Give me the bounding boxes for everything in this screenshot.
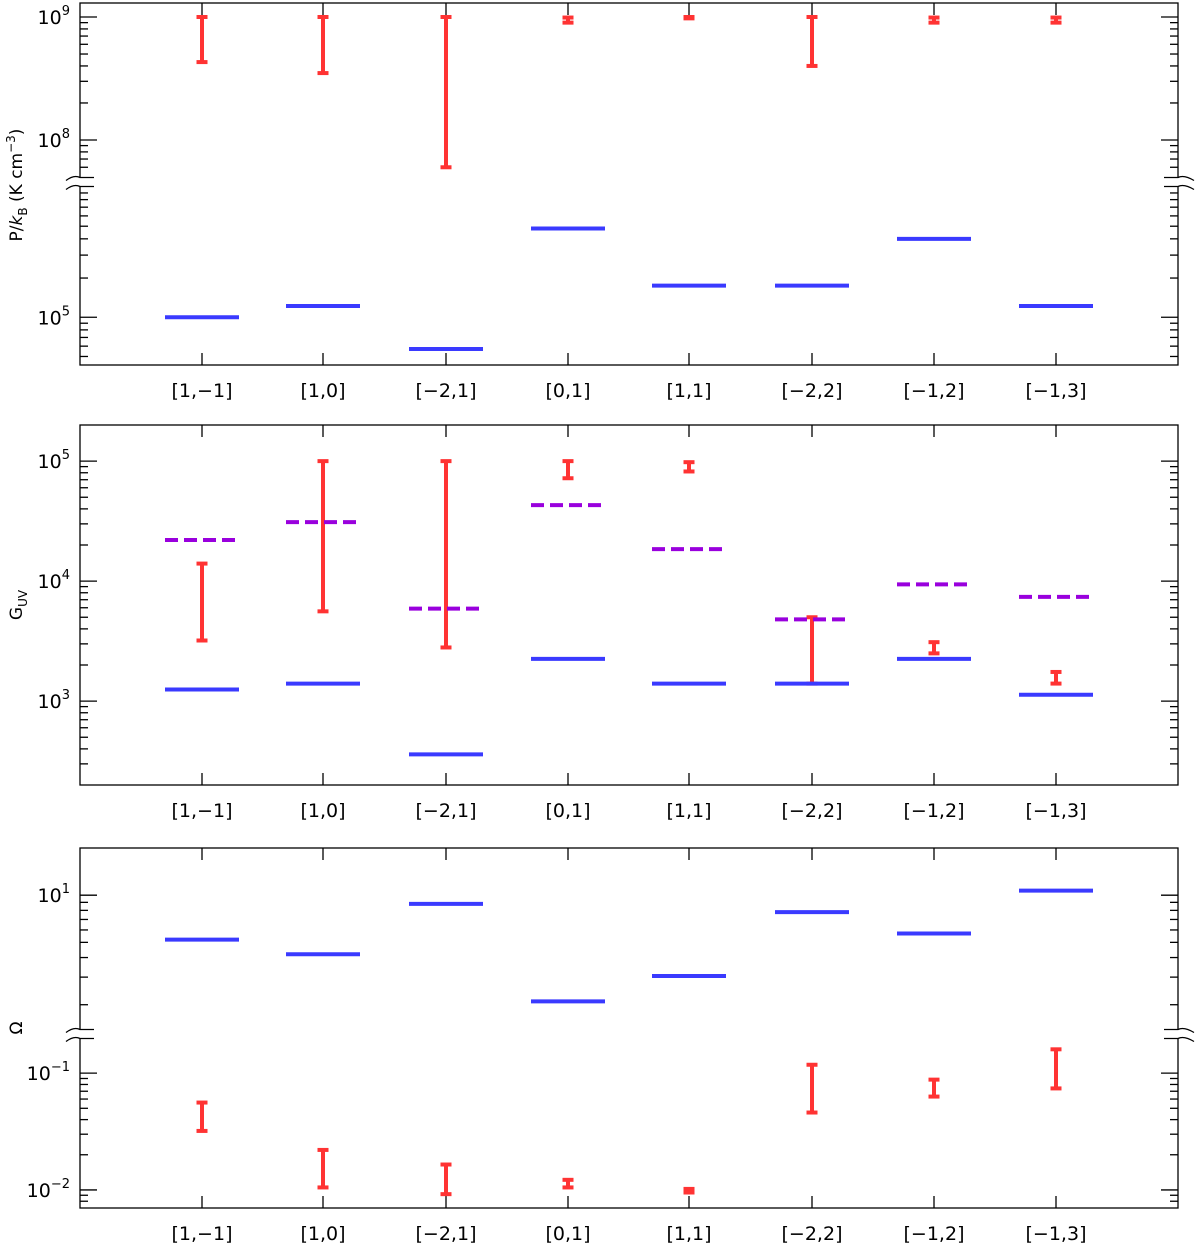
panel0-model-errorbar-2 [440,15,452,170]
panel1-model-errorbar-2 [440,459,452,650]
panel2-category-label-3: [0,1] [545,1223,590,1245]
panel2-break-gap-left [78,1029,84,1039]
panel2-break-mark-right-1 [1164,1036,1195,1043]
panel1-main-tick-label-2: 105 [38,448,70,473]
panel1-y-axis-label: GUV [7,589,30,620]
panel0-category-label-2: [−2,1] [416,380,477,402]
panel2-break-gap-right [1174,1029,1180,1039]
panel2-category-label-6: [−1,2] [904,1223,965,1245]
panel2-frame [79,847,1179,1209]
panel0-model-errorbar-3 [562,15,574,25]
panel0-category-label-6: [−1,2] [904,380,965,402]
panel0-break-mark-left-1 [65,184,94,191]
panel2-model-errorbar-5 [806,1062,818,1115]
panel2-model-errorbar-0 [196,1100,208,1133]
panel2-model-errorbar-6 [928,1077,940,1099]
panel1-main-tick-label-0: 103 [38,688,70,713]
panel2-break-mark-left-0 [65,1027,94,1034]
panel2-upper-tick-label-0: 101 [38,882,70,907]
panel2-y-axis-label: Ω [7,1022,27,1035]
panel2-model-errorbar-4 [683,1186,695,1195]
panel0-model-errorbar-0 [196,15,208,65]
panel0-model-errorbar-7 [1050,15,1062,25]
panel1-category-label-6: [−1,2] [904,800,965,822]
panel0-y-axis-label: P/kB (K cm−3) [4,129,30,242]
panel1-model-errorbar-7 [1050,669,1062,686]
panel1-category-label-0: [1,−1] [172,800,233,822]
panel1-model-errorbar-4 [683,460,695,474]
panel2-break-mark-left-1 [65,1036,94,1043]
panel2-category-label-5: [−2,2] [782,1223,843,1245]
panel-guv: 103 104 105 [1,−1] [1,0] [−2,1] [0,1] [1,1] [−2,… [7,424,1179,822]
panel0-break-gap-left [78,177,84,187]
panel2-model-errorbar-7 [1050,1047,1062,1091]
panel0-upper-tick-label-0: 108 [38,127,70,152]
panel0-lower-tick-label-0: 105 [38,304,70,329]
panel1-category-label-4: [1,1] [666,800,711,822]
panel0-category-label-4: [1,1] [666,380,711,402]
panel0-upper-tick-label-1: 109 [38,4,70,29]
panel2-category-label-4: [1,1] [666,1223,711,1245]
panel0-model-errorbar-5 [806,15,818,68]
panel1-category-label-2: [−2,1] [416,800,477,822]
panel2-model-errorbar-2 [440,1162,452,1197]
panel1-model-errorbar-1 [317,459,329,614]
panel0-category-label-1: [1,0] [300,380,345,402]
panel2-lower-tick-label-0: 10−2 [27,1177,70,1202]
panel0-category-label-5: [−2,2] [782,380,843,402]
panel2-category-label-1: [1,0] [300,1223,345,1245]
panel0-break-gap-right [1174,177,1180,187]
panel0-model-errorbar-6 [928,15,940,25]
panel-pressure: 108 109 105 [1,−1] [1,0] [−2,1] [0,1] [1,1] [−2,… [4,2,1195,402]
panel0-break-mark-left-0 [65,175,94,182]
panel0-break-mark-right-1 [1164,184,1195,191]
panel1-category-label-1: [1,0] [300,800,345,822]
panel-omega: 101 10−2 10−1 [1,−1] [1,0] [−2,1] [0,1] [1,1] [−… [7,847,1195,1245]
panel1-frame [79,424,1179,786]
panel1-category-label-7: [−1,3] [1026,800,1087,822]
panel0-category-label-0: [1,−1] [172,380,233,402]
panel0-break-mark-right-0 [1164,175,1195,182]
panel1-main-tick-label-1: 104 [38,568,70,593]
panel0-category-label-7: [−1,3] [1026,380,1087,402]
panel1-category-label-5: [−2,2] [782,800,843,822]
panel2-category-label-0: [1,−1] [172,1223,233,1245]
panel0-category-label-3: [0,1] [545,380,590,402]
panel0-frame [79,2,1179,366]
panel1-model-errorbar-5 [806,615,818,686]
panel2-model-errorbar-3 [562,1177,574,1190]
panel0-model-errorbar-1 [317,15,329,76]
panel2-model-errorbar-1 [317,1147,329,1190]
panel2-lower-tick-label-1: 10−1 [27,1060,70,1085]
panel1-model-errorbar-6 [928,640,940,656]
panel0-model-errorbar-4 [683,15,695,21]
panel2-break-mark-right-0 [1164,1027,1195,1034]
panel1-category-label-3: [0,1] [545,800,590,822]
panel1-model-errorbar-3 [562,459,574,481]
panel2-category-label-2: [−2,1] [416,1223,477,1245]
panel2-category-label-7: [−1,3] [1026,1223,1087,1245]
panel1-model-errorbar-0 [196,561,208,643]
